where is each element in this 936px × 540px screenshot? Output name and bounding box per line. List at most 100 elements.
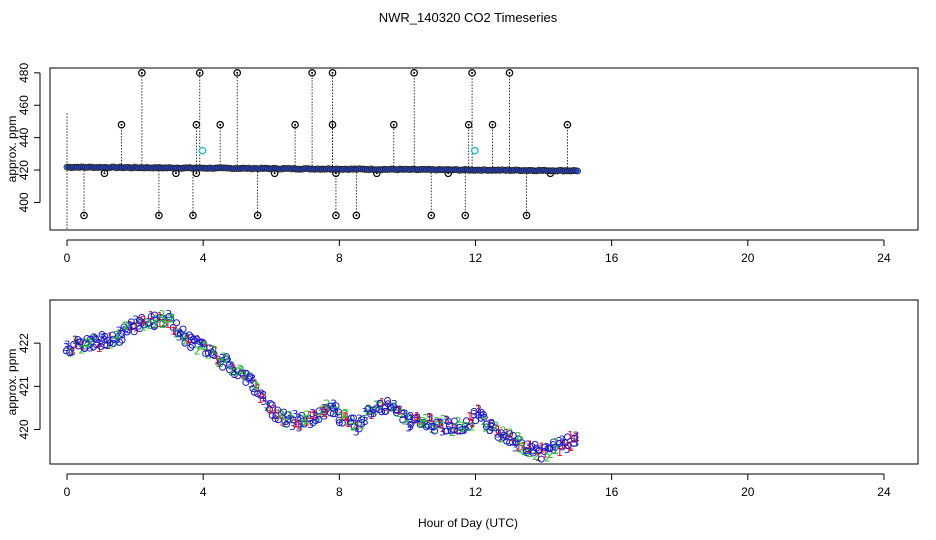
data-point-label: 2 xyxy=(515,430,522,443)
data-point-circle xyxy=(364,405,372,413)
data-point-label: 2 xyxy=(417,417,424,430)
data-point-circle xyxy=(109,335,117,343)
y-tick-label: 440 xyxy=(17,127,31,147)
data-point-circle xyxy=(442,427,450,435)
data-point-label: 2 xyxy=(182,334,189,347)
data-point-label: 3 xyxy=(437,417,444,430)
data-point-label: 2 xyxy=(252,379,259,392)
flag-marker-dot xyxy=(566,123,569,126)
data-point-label: 2 xyxy=(390,400,397,413)
data-point-label: 1 xyxy=(212,345,219,358)
flag-marker-dot xyxy=(311,71,314,74)
flag-marker xyxy=(80,211,88,220)
data-point-label: 1 xyxy=(185,333,192,346)
data-point-circle xyxy=(454,427,462,435)
data-point-label: 1 xyxy=(338,410,345,423)
data-point-label: 1 xyxy=(321,407,328,420)
data-point-label: 1 xyxy=(133,321,140,334)
data-point-circle xyxy=(563,433,571,441)
data-point-circle xyxy=(570,435,578,443)
data-point-label: 3 xyxy=(407,420,414,433)
data-point-label: 2 xyxy=(333,404,340,417)
data-point-label: 2 xyxy=(278,408,285,421)
data-point-label: 2 xyxy=(353,420,360,433)
data-point-label: 1 xyxy=(310,409,317,422)
flag-marker xyxy=(389,120,398,129)
data-point-circle xyxy=(393,409,401,417)
data-point-label: 3 xyxy=(165,308,172,321)
data-point-circle xyxy=(274,406,282,414)
flag-marker xyxy=(410,69,419,77)
x-tick-label: 8 xyxy=(336,485,343,499)
data-point-label: 1 xyxy=(454,424,461,437)
flag-marker xyxy=(308,69,316,77)
data-point-circle xyxy=(223,353,231,361)
data-point-circle xyxy=(245,375,253,383)
data-point-circle xyxy=(315,415,323,423)
data-point-circle xyxy=(136,324,144,332)
chart-title: NWR_140320 CO2 Timeseries xyxy=(379,10,558,25)
data-point-label: 1 xyxy=(272,403,279,416)
x-tick-label: 20 xyxy=(741,485,755,499)
bottom-y-axis: 420 421 422 xyxy=(17,333,41,439)
flag-marker-dot xyxy=(191,214,194,217)
data-point-circle xyxy=(77,338,85,346)
data-point-label: 1 xyxy=(570,433,577,446)
data-point-circle xyxy=(447,427,455,435)
flag-marker xyxy=(117,120,126,129)
data-point-label: 1 xyxy=(275,407,282,420)
data-point-label: 1 xyxy=(567,439,574,452)
data-point-label: 3 xyxy=(176,331,183,344)
data-point-label: 2 xyxy=(433,415,440,428)
data-point-label: 3 xyxy=(64,338,71,351)
flag-marker-dot xyxy=(256,214,259,217)
flag-marker xyxy=(216,120,224,129)
data-point-label: 2 xyxy=(379,400,386,413)
bottom-plot-frame xyxy=(49,299,919,465)
flag-marker-dot xyxy=(430,214,433,217)
data-point-label: 2 xyxy=(492,419,499,432)
data-point-circle xyxy=(297,415,305,423)
data-point-label: 2 xyxy=(254,381,261,394)
data-point-label: 3 xyxy=(127,320,134,333)
data-point-label: 2 xyxy=(202,340,209,353)
flag-marker-dot xyxy=(103,172,106,175)
data-point-label: 3 xyxy=(488,417,495,430)
flag-marker-dot xyxy=(120,123,123,126)
data-point-circle xyxy=(289,416,297,424)
flag-marker xyxy=(332,211,340,220)
y-tick-label: 480 xyxy=(17,63,31,83)
data-point-label: 1 xyxy=(561,438,568,451)
data-point-label: 3 xyxy=(396,403,403,416)
data-point-circle xyxy=(450,417,458,425)
data-point-circle xyxy=(486,427,494,435)
data-point-label: 1 xyxy=(567,429,574,442)
data-point-label: 2 xyxy=(544,452,551,465)
data-point-circle xyxy=(70,341,78,349)
data-point-label: 3 xyxy=(362,415,369,428)
data-point-label: 3 xyxy=(168,312,175,325)
data-point-circle xyxy=(315,407,323,415)
data-point-circle xyxy=(81,344,89,352)
data-point-circle xyxy=(508,438,516,446)
data-point-label: 1 xyxy=(396,404,403,417)
x-tick-label: 12 xyxy=(469,485,483,499)
data-point-circle xyxy=(427,422,435,430)
flag-marker-dot xyxy=(83,214,86,217)
data-point-label: 2 xyxy=(168,312,175,325)
data-point-label: 1 xyxy=(255,382,262,395)
data-point-label: 2 xyxy=(552,436,559,449)
data-point-label: 3 xyxy=(572,437,579,450)
data-point-circle xyxy=(225,366,233,374)
data-point-label: 2 xyxy=(112,329,119,342)
data-point-label: 1 xyxy=(252,377,259,390)
data-point-label: 2 xyxy=(205,348,212,361)
data-point-label: 1 xyxy=(495,424,502,437)
data-point-label: 1 xyxy=(475,402,482,415)
data-point-circle xyxy=(92,341,100,349)
flag-marker-dot xyxy=(294,123,297,126)
y-tick-label: 420 xyxy=(17,419,31,439)
data-point-circle xyxy=(347,414,355,422)
